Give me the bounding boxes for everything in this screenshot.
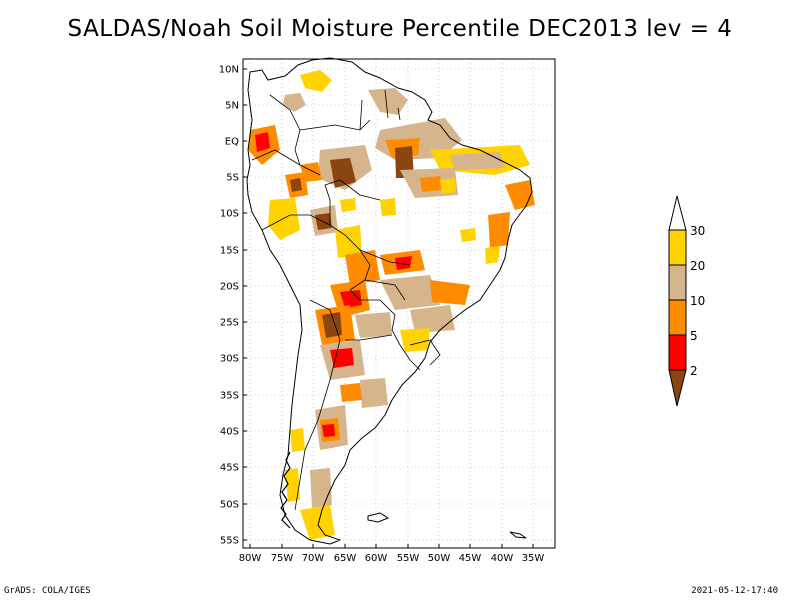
lon-label: 55W <box>397 553 420 564</box>
lat-label: 5S <box>226 173 239 184</box>
legend-label-2: 2 <box>690 364 698 378</box>
lat-label: 25S <box>220 318 239 329</box>
lat-label: 10N <box>219 65 239 76</box>
map-frame <box>242 58 556 549</box>
timestamp: 2021-05-12-17:40 <box>691 586 778 596</box>
legend-label-5: 5 <box>690 329 698 343</box>
lat-label: 30S <box>220 354 239 365</box>
percentile-shading <box>248 70 535 540</box>
lon-label: 50W <box>428 553 451 564</box>
lon-label: 45W <box>459 553 482 564</box>
legend-bin-above-30 <box>668 195 687 231</box>
lat-label: 15S <box>220 246 239 257</box>
lon-label: 35W <box>522 553 545 564</box>
legend-bin-below-2 <box>668 369 687 407</box>
legend-bin-10-20 <box>668 264 687 301</box>
lat-label: 55S <box>220 536 239 547</box>
latitude-labels: 10N 5N EQ 5S 10S 15S 20S 25S 30S 35S 40S 45S 50S 55S <box>219 65 247 547</box>
lon-label: 80W <box>239 553 262 564</box>
lon-label: 60W <box>365 553 388 564</box>
lat-label: 40S <box>220 427 239 438</box>
color-legend: 30 20 10 5 2 <box>668 195 705 407</box>
map-title: SALDAS/Noah Soil Moisture Percentile DEC… <box>67 16 733 42</box>
lon-label: 65W <box>334 553 357 564</box>
lat-label: 45S <box>220 463 239 474</box>
lat-label: 50S <box>220 500 239 511</box>
legend-label-20: 20 <box>690 259 705 273</box>
lon-label: 70W <box>302 553 325 564</box>
coastline <box>246 57 533 545</box>
legend-bin-2-5 <box>668 334 687 371</box>
lat-label: 20S <box>220 282 239 293</box>
legend-label-10: 10 <box>690 294 705 308</box>
legend-bin-5-10 <box>668 299 687 336</box>
legend-bin-20-30 <box>668 229 687 266</box>
grads-credit: GrADS: COLA/IGES <box>4 586 91 596</box>
longitude-labels: 80W 75W 70W 65W 60W 55W 50W 45W 40W 35W <box>239 544 545 564</box>
lat-label: EQ <box>225 137 239 148</box>
legend-label-30: 30 <box>690 224 705 238</box>
lon-label: 40W <box>491 553 514 564</box>
lat-label: 35S <box>220 391 239 402</box>
lat-label: 5N <box>225 101 239 112</box>
lon-label: 75W <box>271 553 294 564</box>
lat-label: 10S <box>220 209 239 220</box>
